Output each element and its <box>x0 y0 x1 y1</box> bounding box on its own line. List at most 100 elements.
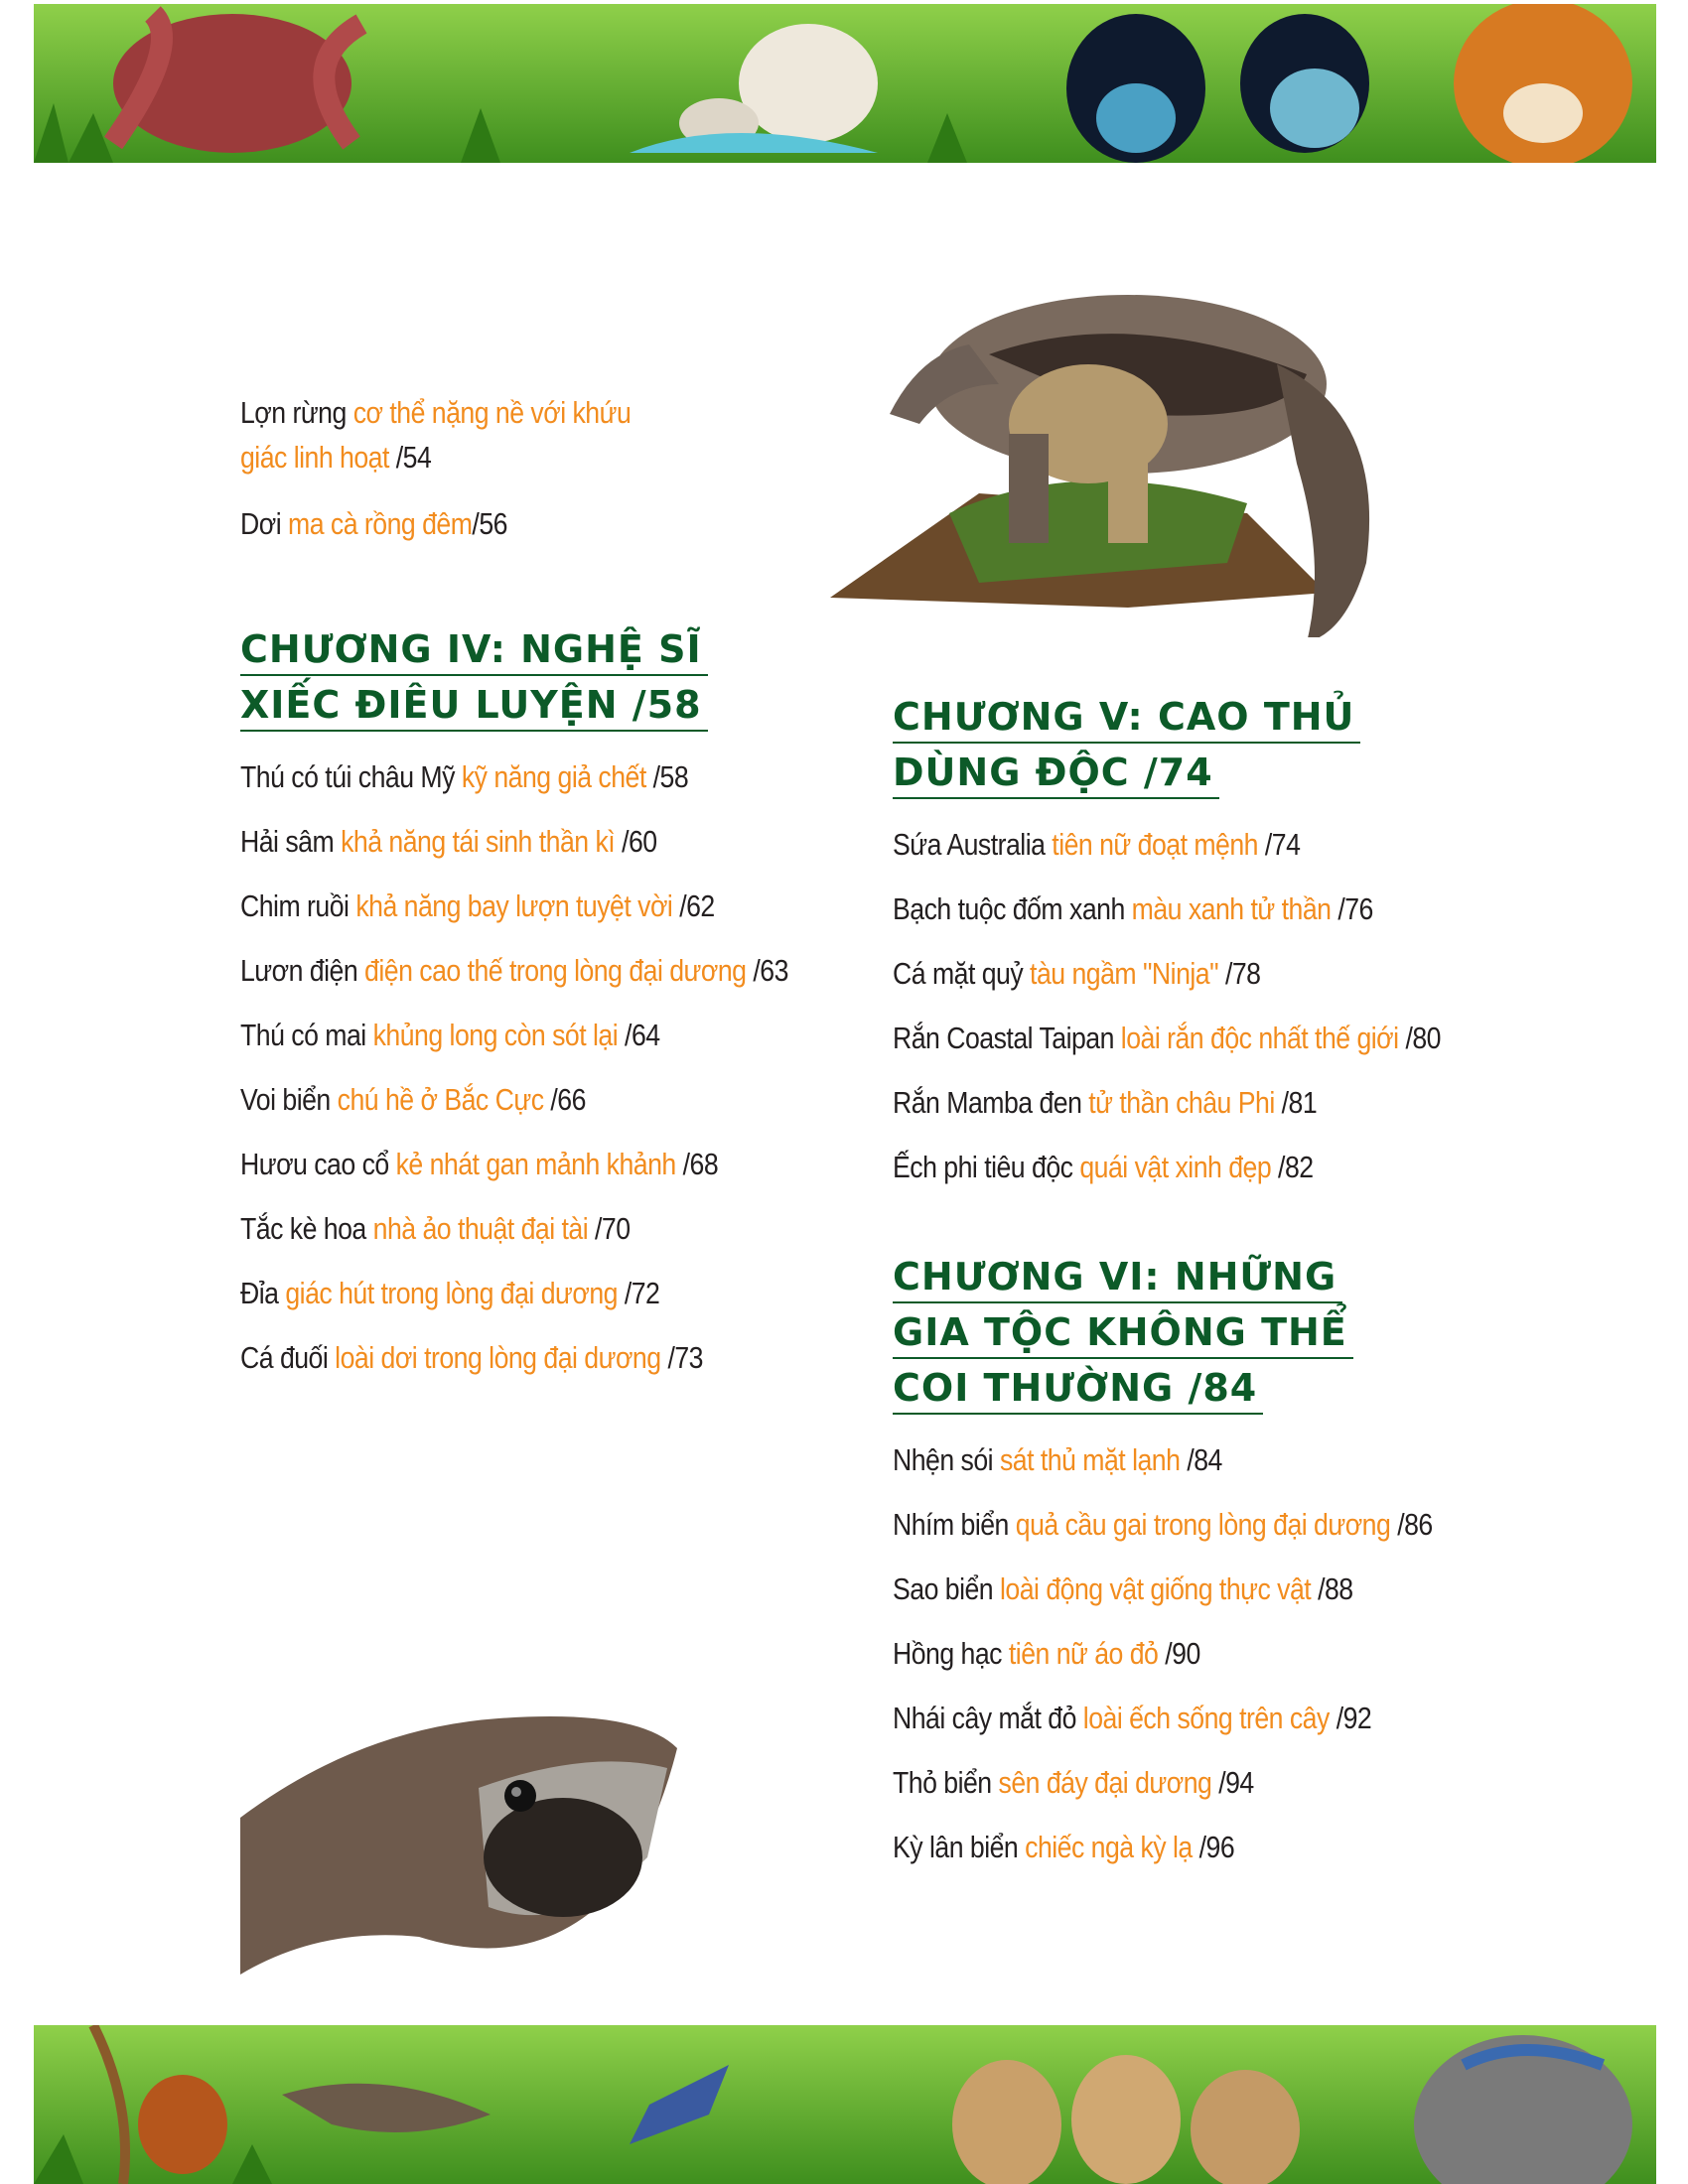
toc-item-title: Kỳ lân biển <box>893 1830 1019 1864</box>
toc-item-page: /62 <box>679 888 715 923</box>
toc-item[interactable]: Rắn Coastal Taipan loài rắn độc nhất thế… <box>893 1006 1441 1070</box>
toc-item-subtitle: loài rắn độc nhất thế giới <box>1120 1021 1399 1055</box>
toc-item[interactable]: Sứa Australia tiên nữ đoạt mệnh /74 <box>893 812 1422 877</box>
octopus-icon <box>103 6 367 153</box>
toc-item-title: Thú có túi châu Mỹ <box>240 759 455 794</box>
toc-item-page: /90 <box>1165 1636 1200 1671</box>
toc-item-title: Thú có mai <box>240 1018 366 1052</box>
left-column: Lợn rừng cơ thể nặng nề với khứu giác li… <box>240 390 796 1390</box>
right-column: CHƯƠNG V: CAO THỦ DÙNG ĐỘC /74 Sứa Austr… <box>893 689 1508 1879</box>
toc-item-subtitle: loài ếch sống trên cây <box>1082 1701 1331 1735</box>
toc-item-page: /80 <box>1405 1021 1441 1055</box>
toc-item-page: /94 <box>1218 1765 1254 1800</box>
toc-item-page: /73 <box>667 1340 703 1375</box>
toc-item[interactable]: Nhím biển quả cầu gai trong lòng đại dươ… <box>893 1492 1433 1557</box>
toc-item-subtitle: kẻ nhát gan mảnh khảnh <box>395 1147 677 1181</box>
toc-item[interactable]: Dơi ma cà rồng đêm/56 <box>240 506 507 541</box>
stingray-icon <box>282 2083 491 2132</box>
toc-item-page: /88 <box>1318 1571 1353 1606</box>
toc-item[interactable]: Bạch tuộc đốm xanh màu xanh tử thần /76 <box>893 877 1422 941</box>
chapter-heading[interactable]: CHƯƠNG IV: NGHỆ SĨ XIẾC ĐIÊU LUYỆN /58 <box>240 621 796 733</box>
toc-item-title: Bạch tuộc đốm xanh <box>893 891 1125 926</box>
toc-item-subtitle: khả năng tái sinh thần kì <box>341 824 616 859</box>
toc-item-subtitle: quả cầu gai trong lòng đại dương <box>1015 1507 1391 1542</box>
toc-item-title: Cá mặt quỷ <box>893 956 1024 991</box>
chapter-items: Sứa Australia tiên nữ đoạt mệnh /74 Bạch … <box>893 812 1508 1199</box>
toc-item-subtitle: kỹ năng giả chết <box>461 759 646 794</box>
hummingbird-icon <box>630 2065 729 2144</box>
toc-item-title: Hải sâm <box>240 824 335 859</box>
anteater-image <box>830 265 1451 642</box>
toc-item[interactable]: Chim ruồi khả năng bay lượn tuyệt vời /6… <box>240 874 719 938</box>
toc-item[interactable]: Hươu cao cổ kẻ nhát gan mảnh khảnh /68 <box>240 1132 719 1196</box>
toc-item-subtitle: nhà ảo thuật đại tài <box>372 1211 589 1246</box>
toc-item-page: /68 <box>682 1147 719 1181</box>
toc-item-subtitle: sên đáy đại dương <box>998 1765 1212 1800</box>
toc-item-title: Nhện sói <box>893 1442 994 1477</box>
toc-item-title: Rắn Mamba đen <box>893 1085 1082 1120</box>
toc-item[interactable]: Lợn rừng cơ thể nặng nề với khứu giác li… <box>240 395 632 475</box>
toc-item[interactable]: Lươn điện điện cao thế trong lòng đại dư… <box>240 938 788 1003</box>
toc-item-subtitle: loài động vật giống thực vật <box>1000 1571 1312 1606</box>
toc-item-title: Nhím biển <box>893 1507 1009 1542</box>
orca-icon <box>1066 14 1369 163</box>
snake-image <box>240 1708 677 1975</box>
toc-item-title: Nhái cây mắt đỏ <box>893 1701 1076 1735</box>
toc-item-page: /64 <box>625 1018 660 1052</box>
toc-item-title: Hồng hạc <box>893 1636 1003 1671</box>
toc-item-title: Đỉa <box>240 1276 279 1310</box>
toc-item-subtitle: tiên nữ áo đỏ <box>1008 1636 1159 1671</box>
toc-item-subtitle: chiếc ngà kỳ lạ <box>1025 1830 1193 1864</box>
toc-item-page: /84 <box>1187 1442 1222 1477</box>
toc-item[interactable]: Sao biển loài động vật giống thực vật /8… <box>893 1557 1422 1621</box>
toc-item-page: /58 <box>652 759 689 794</box>
toc-item-page: /63 <box>753 953 788 988</box>
elephant-icon <box>1414 2035 1632 2184</box>
toc-item[interactable]: Kỳ lân biển chiếc ngà kỳ lạ /96 <box>893 1815 1422 1879</box>
toc-item[interactable]: Hồng hạc tiên nữ áo đỏ /90 <box>893 1621 1422 1686</box>
toc-item-page: /74 <box>1264 827 1301 862</box>
toc-item-title: Rắn Coastal Taipan <box>893 1021 1114 1055</box>
toc-item[interactable]: Đỉa giác hút trong lòng đại dương /72 <box>240 1261 719 1325</box>
toc-item-title: Hươu cao cổ <box>240 1147 389 1181</box>
top-banner-image <box>34 4 1656 163</box>
chapter-items: Thú có túi châu Mỹ kỹ năng giả chết /58 H… <box>240 745 796 1390</box>
toc-item[interactable]: Nhện sói sát thủ mặt lạnh /84 <box>893 1428 1422 1492</box>
toc-item-page: /60 <box>622 824 657 859</box>
toc-item-page: /78 <box>1224 956 1261 991</box>
toc-item-subtitle: sát thủ mặt lạnh <box>999 1442 1181 1477</box>
toc-item-page: /86 <box>1397 1507 1433 1542</box>
toc-item-subtitle: giác hút trong lòng đại dương <box>285 1276 618 1310</box>
toc-item-page: /92 <box>1336 1701 1372 1735</box>
toc-item[interactable]: Ếch phi tiêu độc quái vật xinh đẹp /82 <box>893 1135 1422 1199</box>
toc-item-title: Sứa Australia <box>893 827 1046 862</box>
toc-item-title: Sao biển <box>893 1571 994 1606</box>
tiger-icon <box>1454 4 1632 163</box>
toc-item-title: Lươn điện <box>240 953 358 988</box>
toc-item-subtitle: quái vật xinh đẹp <box>1079 1150 1272 1184</box>
toc-item-page: /82 <box>1278 1150 1314 1184</box>
toc-item-page: /96 <box>1198 1830 1235 1864</box>
toc-item-title: Voi biển <box>240 1082 331 1117</box>
toc-item-subtitle: tiên nữ đoạt mệnh <box>1052 827 1258 862</box>
toc-item[interactable]: Voi biển chú hề ở Bắc Cực /66 <box>240 1067 719 1132</box>
toc-item[interactable]: Thú có túi châu Mỹ kỹ năng giả chết /58 <box>240 745 719 809</box>
toc-item[interactable]: Thỏ biển sên đáy đại dương /94 <box>893 1750 1422 1815</box>
orangutan-icon <box>88 2025 227 2184</box>
toc-item-subtitle: loài dơi trong lòng đại dương <box>335 1340 661 1375</box>
polar-bear-icon <box>630 24 878 153</box>
toc-item[interactable]: Thú có mai khủng long còn sót lại /64 <box>240 1003 719 1067</box>
toc-item-subtitle: màu xanh tử thần <box>1131 891 1332 926</box>
toc-item-page: /66 <box>550 1082 586 1117</box>
toc-item[interactable]: Cá mặt quỷ tàu ngầm "Ninja" /78 <box>893 941 1422 1006</box>
toc-item[interactable]: Tắc kè hoa nhà ảo thuật đại tài /70 <box>240 1196 719 1261</box>
toc-item[interactable]: Hải sâm khả năng tái sinh thần kì /60 <box>240 809 719 874</box>
toc-item[interactable]: Rắn Mamba đen tử thần châu Phi /81 <box>893 1070 1422 1135</box>
toc-item[interactable]: Nhái cây mắt đỏ loài ếch sống trên cây /… <box>893 1686 1422 1750</box>
chapter-items: Nhện sói sát thủ mặt lạnh /84 Nhím biển q… <box>893 1428 1508 1879</box>
toc-item-subtitle: điện cao thế trong lòng đại dương <box>364 953 747 988</box>
toc-item-subtitle: tử thần châu Phi <box>1088 1085 1275 1120</box>
chapter-heading[interactable]: CHƯƠNG V: CAO THỦ DÙNG ĐỘC /74 <box>893 689 1508 800</box>
toc-item[interactable]: Cá đuối loài dơi trong lòng đại dương /7… <box>240 1325 719 1390</box>
chapter-heading[interactable]: CHƯƠNG VI: NHỮNG GIA TỘC KHÔNG THỂ COI T… <box>893 1249 1508 1416</box>
